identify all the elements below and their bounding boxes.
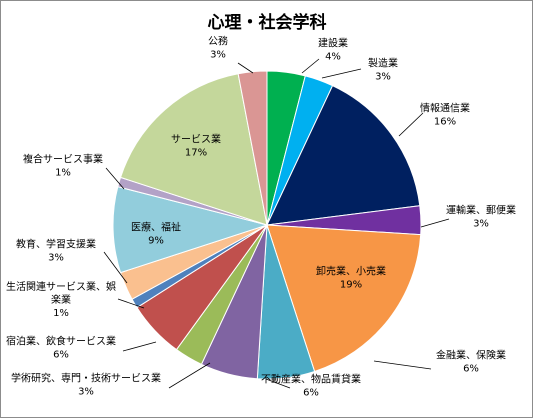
slice-label: 金融業、保険業 6% [436,349,506,375]
leader-line [265,378,291,389]
slice-label: 公務 3% [208,35,228,61]
slice-label: 複合サービス事業 1% [23,153,103,179]
leader-line [301,58,320,74]
leader-line [373,360,432,370]
slice-label: 製造業 3% [368,57,398,83]
leader-line [105,167,125,190]
slice-label: サービス業 17% [171,133,221,159]
pie-slice [119,73,268,226]
leader-line [237,62,254,74]
slice-label: 学術研究、専門・技術サービス業 3% [11,372,161,398]
pie-slice [266,84,421,226]
slice-label: 不動産業、物品賃貸業 6% [261,373,361,399]
slice-label: 卸売業、小売業 19% [316,265,386,291]
leader-line [103,251,128,284]
chart-title: 心理・社会学科 [208,12,327,33]
data-labels: 建設業 4% 製造業 3% 情報通信業 16% 運輸業、郵便業 3% 卸売業、小売業 19% 金融業… [6,35,516,399]
leader-line [420,218,450,228]
pie-slices [112,70,422,380]
pie-slice [237,70,268,226]
pie-slice [112,186,269,274]
slice-label: 教育、学習支援業 3% [16,238,96,264]
slice-label: 建設業 4% [318,37,348,63]
leader-line [398,112,424,137]
leader-line [122,341,157,352]
slice-label: 医療、福祉 9% [131,221,181,247]
leader-line [321,68,362,79]
slice-label: 宿泊業、飲食サービス業 6% [6,335,116,361]
slice-label: 生活関連サービス業、娯楽業 1% [6,280,116,319]
pie-slice [266,224,422,373]
slice-label: 情報通信業 16% [420,102,470,128]
slice-label: 運輸業、郵便業 3% [446,204,516,230]
leader-lines [103,58,450,389]
leader-line [117,298,145,309]
leader-line [168,362,211,389]
